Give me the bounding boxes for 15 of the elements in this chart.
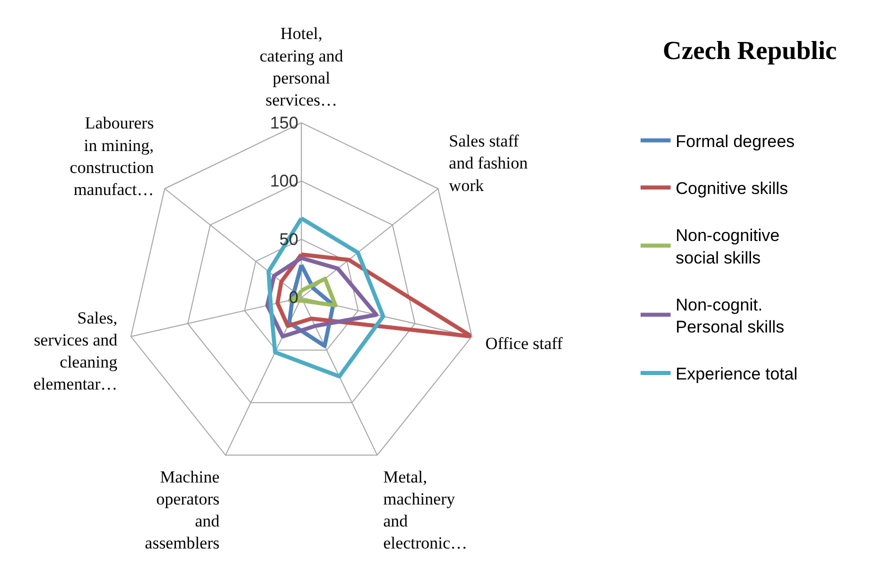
legend-label: Experience total bbox=[676, 364, 798, 384]
spoke-label: Machine operators and assemblers bbox=[144, 467, 220, 553]
spoke-label: Office staff bbox=[485, 334, 563, 354]
spoke-label: Sales staff and fashion work bbox=[448, 132, 528, 195]
spoke-label: Labourers in mining, construction manufact… bbox=[70, 114, 154, 199]
chart-title: Czech Republic bbox=[662, 36, 837, 66]
spoke-label: Sales, services and cleaning elementar… bbox=[33, 308, 118, 394]
spoke-label: Metal, machinery and electronic… bbox=[383, 467, 468, 553]
spoke-label: Hotel, catering and personal services… bbox=[260, 24, 344, 110]
legend-label: Non-cognit. Personal skills bbox=[676, 295, 784, 336]
legend-label: Cognitive skills bbox=[676, 179, 788, 198]
legend-label: Non-cognitive social skills bbox=[676, 226, 780, 268]
legend-label: Formal degrees bbox=[676, 132, 795, 151]
y-tick-label: 150 bbox=[270, 113, 298, 132]
y-tick-label: 100 bbox=[270, 172, 298, 191]
